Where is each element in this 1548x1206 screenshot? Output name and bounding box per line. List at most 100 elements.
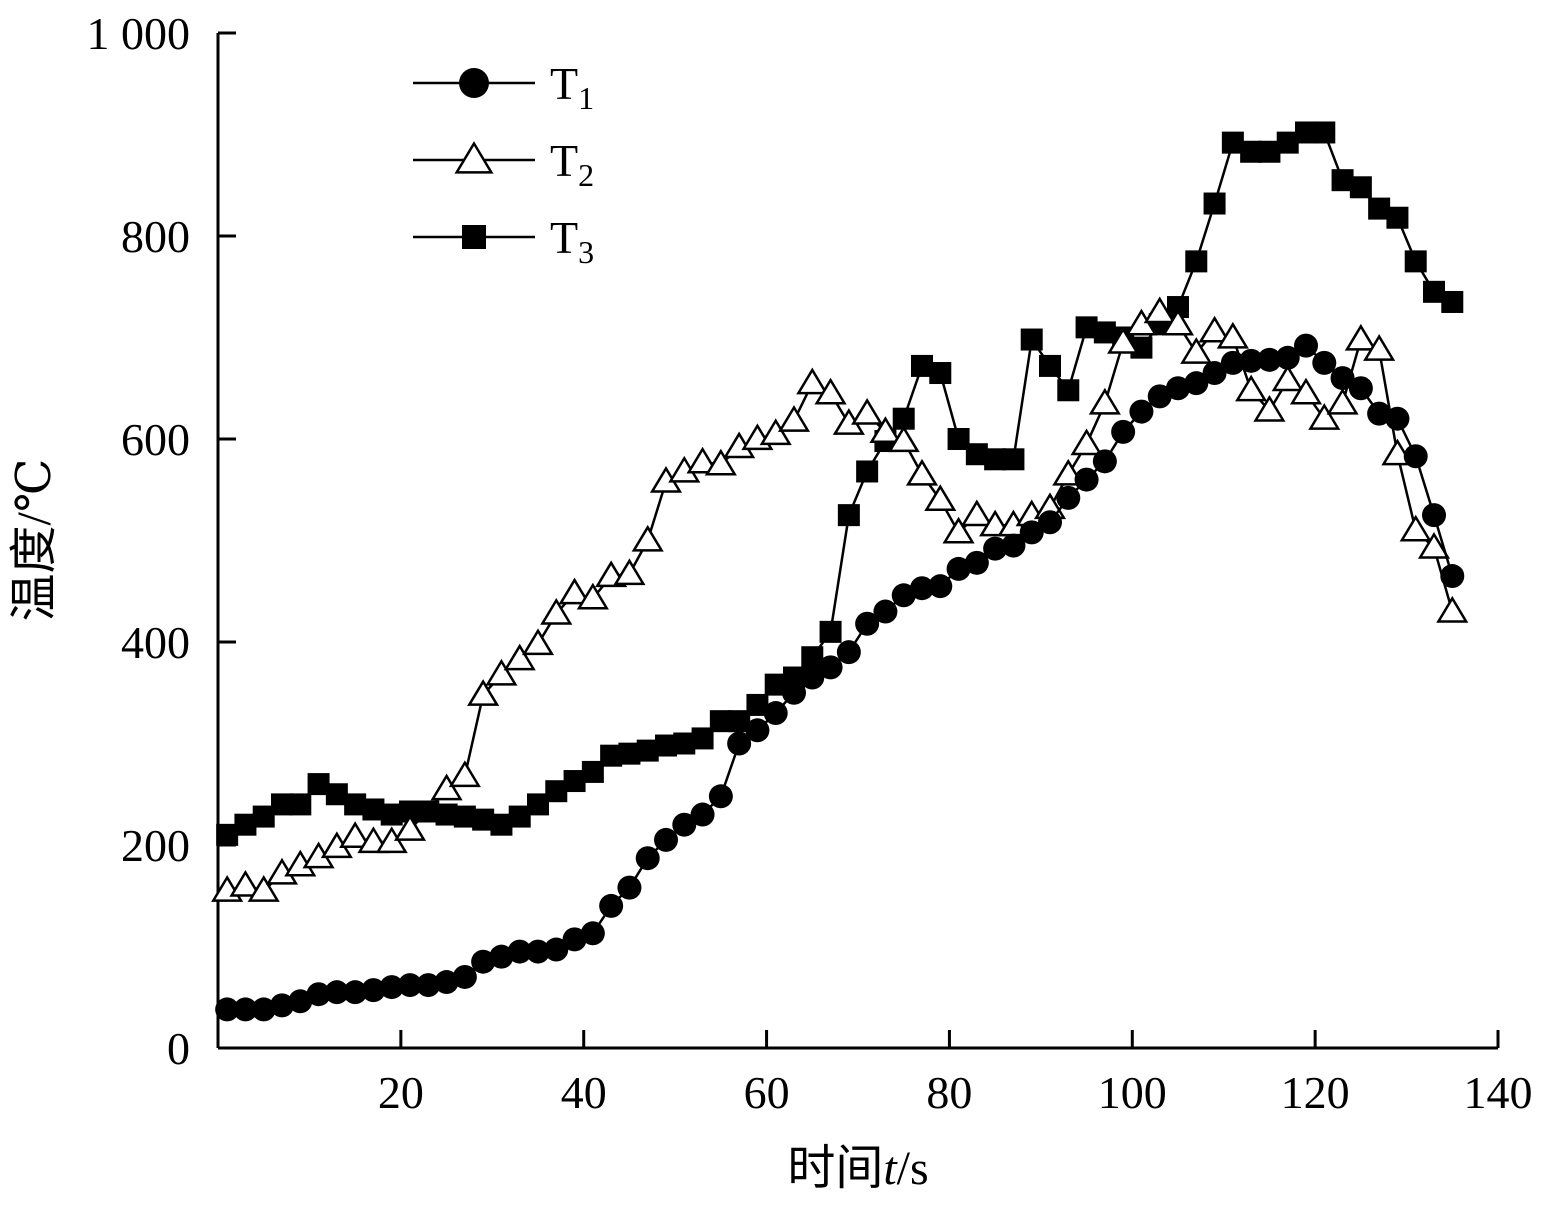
data-point-T2 <box>229 869 262 897</box>
data-point-T1 <box>1111 419 1136 444</box>
data-point-T1 <box>379 975 404 1000</box>
data-point-T1 <box>1367 401 1392 426</box>
data-point-T3 <box>581 760 604 783</box>
data-point-T1 <box>1422 503 1446 528</box>
legend-item-T1: T1 <box>413 58 594 116</box>
data-point-T1 <box>928 574 953 599</box>
data-point-T1 <box>672 812 697 837</box>
legend-marker-T2 <box>454 141 494 174</box>
data-point-T1 <box>526 939 550 964</box>
data-point-T3 <box>490 813 513 836</box>
data-point-T1 <box>946 556 971 581</box>
data-point-T3 <box>545 780 568 803</box>
axes: 0 200 400 600 800 1 000 20 40 60 80 100 120 140 <box>87 8 1533 1118</box>
series-layer <box>211 121 1469 1022</box>
data-point-T3 <box>289 793 312 816</box>
data-point-T3 <box>1404 250 1427 273</box>
data-point-T1 <box>727 731 752 756</box>
legend: T1 T2 T3 <box>413 58 594 270</box>
data-point-T3 <box>399 800 421 823</box>
data-point-T1 <box>1312 350 1337 375</box>
data-point-T2 <box>558 577 591 605</box>
data-point-T3 <box>655 734 677 757</box>
data-point-T2 <box>430 773 463 801</box>
data-point-T1 <box>1294 333 1318 358</box>
data-point-T1 <box>1403 444 1428 469</box>
data-point-T2 <box>1235 374 1268 402</box>
data-point-T2 <box>1363 334 1396 361</box>
x-tick-label: 40 <box>561 1067 607 1118</box>
data-point-T3 <box>856 460 879 483</box>
data-point-T3 <box>1331 169 1354 192</box>
x-tick-label: 140 <box>1464 1067 1533 1118</box>
data-point-T3 <box>673 732 696 755</box>
data-point-T1 <box>654 827 678 852</box>
data-point-T2 <box>467 679 500 706</box>
data-point-T1 <box>251 997 276 1022</box>
data-point-T3 <box>911 354 933 377</box>
data-point-T3 <box>1349 176 1372 199</box>
data-point-T3 <box>1167 296 1189 319</box>
data-point-T3 <box>508 805 531 828</box>
data-point-T3 <box>1258 140 1281 163</box>
data-point-T1 <box>873 599 898 624</box>
data-point-T2 <box>1198 315 1231 343</box>
y-tick-label: 200 <box>121 820 190 871</box>
data-point-T3 <box>380 803 403 826</box>
data-point-T1 <box>1202 361 1227 386</box>
data-point-T3 <box>618 742 641 765</box>
legend-label-T1: T1 <box>550 58 594 116</box>
data-point-T3 <box>1093 321 1116 344</box>
data-point-T1 <box>635 846 660 871</box>
data-point-T2 <box>1161 308 1195 336</box>
data-point-T1 <box>452 964 477 989</box>
legend-marker-T3 <box>462 225 486 249</box>
y-tick-label: 600 <box>121 414 190 465</box>
data-point-T2 <box>1326 387 1359 415</box>
data-point-T2 <box>1344 323 1377 351</box>
data-point-T3 <box>1441 290 1464 313</box>
data-point-T1 <box>1092 449 1117 474</box>
data-point-T1 <box>1239 348 1264 373</box>
data-point-T3 <box>947 428 970 450</box>
data-point-T3 <box>1039 354 1061 377</box>
data-point-T3 <box>819 620 842 643</box>
data-point-T1 <box>1257 347 1282 372</box>
data-point-T1 <box>343 980 368 1005</box>
data-point-T1 <box>1220 350 1245 375</box>
data-point-T1 <box>836 640 861 665</box>
data-point-T2 <box>1107 326 1140 354</box>
data-point-T1 <box>708 784 733 809</box>
data-point-T3 <box>1185 250 1208 273</box>
data-point-T2 <box>1070 428 1103 456</box>
data-point-T3 <box>344 793 367 816</box>
data-point-T3 <box>709 710 732 733</box>
data-point-T1 <box>1166 376 1190 401</box>
data-point-T2 <box>1216 321 1249 349</box>
data-point-T2 <box>759 418 792 446</box>
x-tick-label: 80 <box>926 1067 972 1118</box>
data-point-T3 <box>1057 379 1080 402</box>
series-T2 <box>211 296 1469 902</box>
data-point-T1 <box>416 973 441 998</box>
data-point-T1 <box>361 978 386 1003</box>
data-point-T3 <box>764 673 787 696</box>
data-point-T1 <box>983 536 1008 561</box>
data-point-T1 <box>891 583 916 608</box>
data-point-T3 <box>325 783 348 806</box>
data-point-T1 <box>1001 533 1026 558</box>
data-point-T2 <box>613 558 646 586</box>
data-point-T3 <box>1295 121 1317 144</box>
data-point-T1 <box>1074 467 1099 492</box>
data-point-T3 <box>1203 192 1226 215</box>
data-point-T3 <box>1002 448 1025 471</box>
data-point-T1 <box>434 970 459 995</box>
data-point-T3 <box>252 805 275 828</box>
data-point-T1 <box>690 802 715 827</box>
data-point-T1 <box>233 997 258 1022</box>
data-point-T3 <box>801 646 824 669</box>
data-point-T2 <box>1417 531 1451 559</box>
data-point-T3 <box>527 793 549 816</box>
data-point-T1 <box>1440 564 1465 589</box>
data-point-T3 <box>892 407 915 430</box>
